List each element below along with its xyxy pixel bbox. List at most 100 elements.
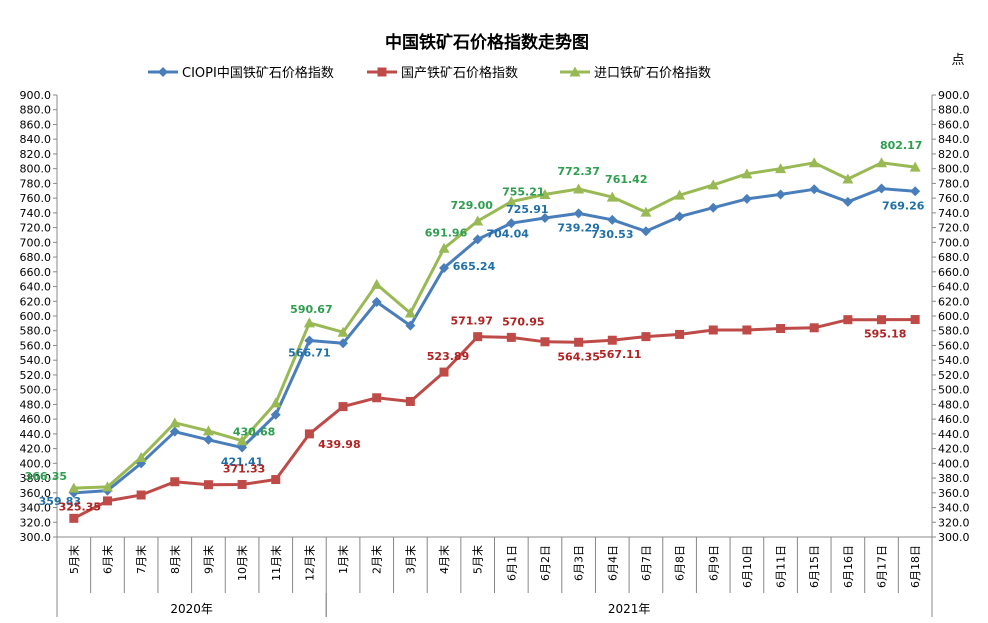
y-tick-label-left: 900.0	[20, 89, 52, 102]
data-point	[910, 315, 920, 325]
data-point	[674, 189, 686, 200]
y-tick-label-left: 780.0	[20, 177, 52, 190]
series-1	[69, 315, 920, 523]
y-tick-label-right: 820.0	[938, 148, 970, 161]
x-tick-label: 6月16日	[842, 545, 855, 588]
x-tick-label: 6月4日	[606, 545, 619, 581]
y-tick-label-right: 800.0	[938, 163, 970, 176]
data-label: 755.21	[502, 186, 544, 199]
data-point	[842, 173, 854, 184]
series-layer	[68, 157, 921, 523]
x-tick-label: 8月末	[168, 545, 182, 574]
y-tick-label-right: 860.0	[938, 118, 970, 131]
data-point	[674, 211, 685, 222]
x-tick-label: 7月末	[134, 545, 148, 574]
y-tick-label-left: 320.0	[20, 516, 52, 529]
data-point	[573, 183, 585, 194]
y-tick-label-left: 740.0	[20, 207, 52, 220]
legend: CIOPI中国铁矿石价格指数 国产铁矿石价格指数 进口铁矿石价格指数	[148, 65, 711, 81]
data-point	[741, 168, 753, 179]
data-label: 729.00	[450, 199, 493, 212]
y-tick-label-left: 620.0	[20, 295, 52, 308]
y-tick-label-right: 560.0	[938, 339, 970, 352]
y-tick-label-right: 780.0	[938, 177, 970, 190]
data-label: 704.04	[486, 227, 529, 240]
y-tick-label-left: 480.0	[20, 398, 52, 411]
data-label: 691.96	[425, 226, 468, 239]
data-point	[202, 425, 214, 436]
data-point	[539, 213, 550, 224]
x-tick-label: 6月11日	[775, 545, 788, 588]
y-tick-label-left: 860.0	[20, 118, 52, 131]
y-tick-label-left: 680.0	[20, 251, 52, 264]
data-label: 366.35	[25, 470, 67, 483]
y-tick-label-right: 900.0	[938, 89, 970, 102]
y-tick-label-right: 380.0	[938, 472, 970, 485]
data-point	[270, 397, 282, 408]
data-point	[569, 66, 581, 77]
data-point	[102, 496, 112, 506]
data-point	[338, 338, 349, 349]
y-tick-label-right: 700.0	[938, 236, 970, 249]
data-label: 772.37	[557, 165, 599, 178]
data-point	[910, 186, 921, 197]
data-label: 566.71	[288, 347, 330, 360]
y-tick-label-left: 820.0	[20, 148, 52, 161]
y-tick-label-left: 460.0	[20, 413, 52, 426]
x-tick-label: 5月末	[67, 545, 81, 574]
x-tick-label: 10月末	[235, 545, 249, 581]
data-point	[203, 434, 214, 445]
data-point	[405, 320, 416, 331]
data-point	[741, 193, 752, 204]
y-tick-label-right: 880.0	[938, 104, 970, 117]
data-point	[304, 335, 315, 346]
data-point	[170, 477, 180, 487]
data-label: 430.68	[233, 426, 275, 439]
legend-item-1: 国产铁矿石价格指数	[367, 65, 518, 81]
data-point	[304, 429, 314, 439]
legend-label: 进口铁矿石价格指数	[594, 65, 711, 81]
data-label: 665.24	[453, 260, 496, 273]
data-point	[808, 157, 820, 168]
data-point	[809, 323, 819, 333]
data-point	[101, 481, 113, 492]
y-tick-label-right: 300.0	[938, 531, 970, 544]
series-2	[68, 157, 921, 493]
x-tick-label: 4月末	[437, 545, 451, 574]
x-tick-label: 6月8日	[674, 545, 687, 581]
data-point	[337, 326, 349, 337]
y-tick-label-right: 840.0	[938, 133, 970, 146]
data-point	[505, 196, 517, 207]
y-tick-label-left: 600.0	[20, 310, 52, 323]
data-point	[506, 218, 517, 229]
y-tick-label-left: 520.0	[20, 369, 52, 382]
y-tick-label-right: 480.0	[938, 398, 970, 411]
legend-label: CIOPI中国铁矿石价格指数	[182, 65, 334, 81]
y-tick-label-left: 440.0	[20, 428, 52, 441]
series-line	[73, 318, 916, 520]
data-point	[708, 202, 719, 213]
y-tick-label-right: 600.0	[938, 310, 970, 323]
y-tick-label-left: 420.0	[20, 443, 52, 456]
data-point	[775, 189, 786, 200]
data-label: 769.26	[882, 199, 925, 212]
x-tick-label: 1月末	[336, 545, 350, 574]
data-point	[158, 67, 168, 77]
data-label: 439.98	[318, 438, 360, 451]
x-tick-label: 11月末	[269, 545, 283, 581]
data-point	[68, 482, 80, 493]
data-label: 595.18	[864, 328, 906, 341]
data-label: 371.33	[223, 462, 265, 475]
chart-title: 中国铁矿石价格指数走势图	[385, 32, 589, 53]
data-label: 590.67	[290, 303, 332, 316]
y-tick-label-left: 380.0	[20, 472, 52, 485]
year-group-label: 2020年	[170, 602, 213, 616]
data-label: 761.42	[605, 173, 647, 186]
x-tick-label: 3月末	[403, 545, 417, 574]
y-tick-label-left: 580.0	[20, 325, 52, 338]
y-tick-label-left: 500.0	[20, 384, 52, 397]
x-tick-label: 6月17日	[876, 545, 889, 588]
data-label: 523.89	[427, 350, 469, 363]
y-tick-label-right: 500.0	[938, 384, 970, 397]
